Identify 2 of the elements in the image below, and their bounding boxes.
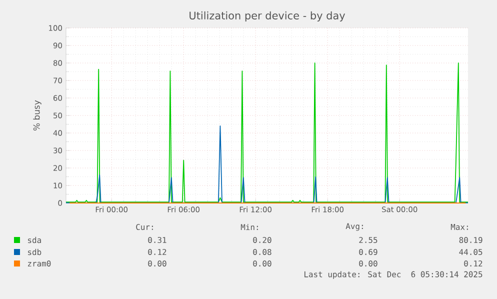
y-axis-title: % busy [33,100,42,130]
chart-title: Utilization per device - by day [190,11,346,22]
